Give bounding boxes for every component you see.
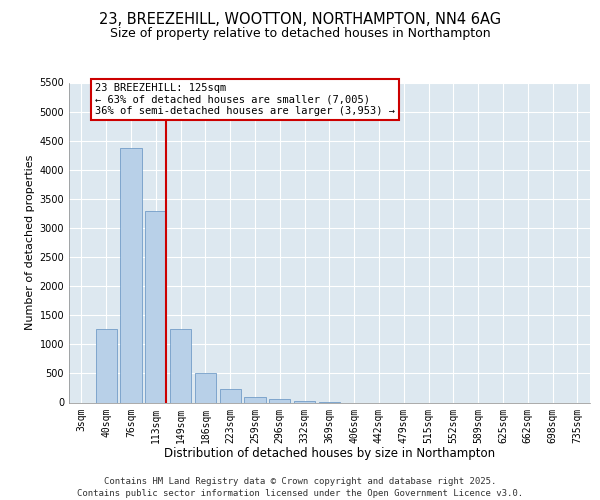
Bar: [269, 400, 290, 402]
Bar: [145, 210, 166, 402]
Bar: [121, 148, 142, 402]
X-axis label: Distribution of detached houses by size in Northampton: Distribution of detached houses by size …: [164, 447, 495, 460]
Text: 23, BREEZEHILL, WOOTTON, NORTHAMPTON, NN4 6AG: 23, BREEZEHILL, WOOTTON, NORTHAMPTON, NN…: [99, 12, 501, 28]
Bar: [294, 401, 315, 402]
Bar: [244, 396, 266, 402]
Text: Size of property relative to detached houses in Northampton: Size of property relative to detached ho…: [110, 28, 490, 40]
Bar: [220, 390, 241, 402]
Text: 23 BREEZEHILL: 125sqm
← 63% of detached houses are smaller (7,005)
36% of semi-d: 23 BREEZEHILL: 125sqm ← 63% of detached …: [95, 83, 395, 116]
Bar: [195, 374, 216, 402]
Bar: [95, 329, 117, 402]
Text: Contains HM Land Registry data © Crown copyright and database right 2025.
Contai: Contains HM Land Registry data © Crown c…: [77, 476, 523, 498]
Bar: [170, 328, 191, 402]
Y-axis label: Number of detached properties: Number of detached properties: [25, 155, 35, 330]
